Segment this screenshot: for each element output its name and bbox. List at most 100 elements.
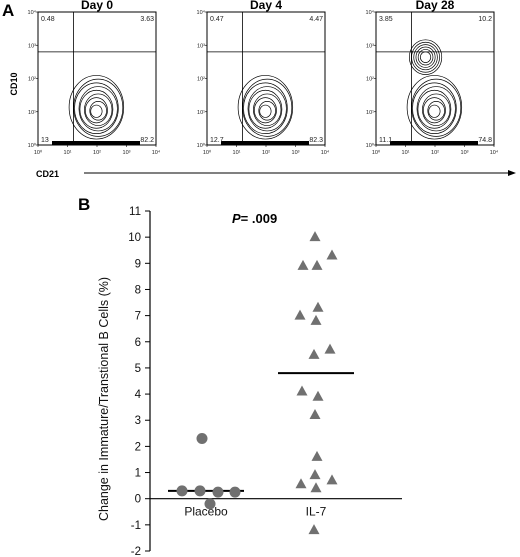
contour-line-upper — [413, 44, 438, 71]
contour-line-upper — [415, 46, 436, 68]
contour-line — [84, 97, 108, 124]
contour-group — [406, 39, 463, 140]
y-tick-label: 10⁴ — [28, 9, 37, 16]
plot-title: Day 28 — [416, 0, 455, 12]
contour-line — [258, 100, 276, 121]
data-point-triangle — [309, 231, 321, 242]
quadrant-ur-value: 10.2 — [478, 16, 492, 23]
y-tick-label: 10⁴ — [366, 9, 375, 16]
data-point-triangle — [312, 390, 324, 401]
x-tick-label: 10¹ — [233, 150, 241, 156]
quadrant-ul-value: 0.48 — [41, 16, 55, 23]
x-tick-label: 10⁴ — [152, 149, 161, 156]
x-tick-label: 10⁰ — [34, 149, 43, 156]
quadrant-lr-value: 74.8 — [478, 137, 492, 144]
panel-a-letter: A — [2, 1, 14, 20]
x-tick-label: 10³ — [461, 150, 469, 156]
data-point-triangle — [326, 474, 338, 485]
data-point-triangle — [324, 343, 336, 354]
contour-line — [416, 86, 456, 132]
cd10-axis-label: CD10 — [9, 72, 19, 95]
y-tick-label: 10⁰ — [366, 142, 375, 149]
contour-line — [406, 75, 463, 140]
quadrant-ul-value: 0.47 — [210, 16, 224, 23]
y-tick-label: 10¹ — [366, 110, 374, 116]
data-point-triangle — [308, 524, 320, 535]
x-tick-label: 10⁴ — [321, 149, 330, 156]
plot-title: Day 0 — [81, 0, 113, 12]
x-tick-label: 10² — [93, 150, 101, 156]
quadrant-ll-value: 11.1 — [379, 137, 392, 144]
y-tick-label: 10³ — [197, 43, 205, 49]
y-tick-label: -1 — [131, 520, 141, 532]
data-point-circle — [212, 486, 224, 498]
plot-frame — [206, 11, 326, 146]
contour-line — [247, 86, 287, 132]
y-tick-label: 8 — [135, 284, 141, 296]
contour-line — [68, 75, 125, 140]
p-value: = .009 — [241, 211, 278, 226]
data-point-triangle — [311, 450, 323, 461]
data-point-triangle — [309, 409, 321, 419]
x-tick-label: 10⁰ — [203, 149, 212, 156]
x-tick-label: 10² — [262, 150, 270, 156]
y-tick-label: 2 — [135, 441, 141, 453]
quadrant-ll-value: 13 — [41, 137, 49, 144]
data-point-circle — [176, 485, 188, 497]
x-tick-label: 10⁴ — [490, 149, 499, 156]
data-point-circle — [229, 486, 241, 498]
y-tick-label: 3 — [135, 415, 141, 427]
scatter-plot-area: -2 -1 0 1 2 3 4 5 6 7 8 9 10 11 Placebo IL-7 — [128, 206, 402, 557]
contour-line — [253, 93, 282, 126]
data-point-triangle — [294, 309, 306, 320]
event-baseline-band — [390, 141, 478, 145]
series-placebo — [168, 433, 244, 510]
contour-line — [74, 82, 119, 134]
contour-line — [79, 89, 114, 129]
panel-a-contour-plots: A CD10 CD21 Day 010⁰10⁰10¹10¹10²10²10³10… — [2, 0, 516, 179]
plot-title: Day 4 — [250, 0, 282, 12]
contour-line — [428, 104, 441, 118]
data-point-triangle — [309, 469, 321, 480]
data-point-triangle — [297, 259, 309, 270]
data-point-circle — [194, 485, 206, 497]
y-tick-label: 10¹ — [28, 110, 36, 116]
contour-line — [417, 89, 452, 129]
contour-line — [422, 97, 446, 124]
y-tick-label: 10² — [366, 77, 374, 83]
event-baseline-band — [221, 141, 309, 145]
plot-frame — [375, 11, 495, 146]
y-tick-label: 7 — [135, 311, 141, 323]
data-point-triangle — [312, 301, 324, 312]
x-tick-label: 10¹ — [64, 150, 72, 156]
y-tick-label: -2 — [131, 546, 141, 557]
contour-line — [78, 86, 118, 132]
cd21-axis-label: CD21 — [36, 169, 59, 179]
quadrant-ll-value: 12.7 — [210, 137, 224, 144]
data-point-triangle — [311, 259, 323, 270]
quadrant-ur-value: 3.63 — [140, 16, 154, 23]
x-tick-label: 10⁰ — [372, 149, 381, 156]
quadrant-ul-value: 3.85 — [379, 16, 393, 23]
plot-frame — [37, 11, 157, 146]
data-point-triangle — [310, 482, 322, 493]
y-tick-label: 5 — [135, 363, 141, 375]
y-tick-label: 10 — [128, 232, 141, 244]
contour-line-upper — [409, 39, 443, 75]
data-point-triangle — [326, 249, 338, 260]
data-point-circle — [196, 433, 208, 445]
p-value-label: P= .009 — [232, 211, 277, 226]
panel-b-scatter-chart: B P= .009 Change in Immature/Transtional… — [78, 195, 402, 557]
contour-line — [89, 100, 107, 121]
quadrant-ur-value: 4.47 — [309, 16, 323, 23]
contour-line — [422, 93, 451, 126]
contour-line — [412, 82, 457, 134]
x-tick-label: 10³ — [123, 150, 131, 156]
contour-line — [84, 93, 113, 126]
x-category-label: Placebo — [184, 505, 228, 519]
y-tick-label: 10² — [197, 77, 205, 83]
contour-line — [248, 89, 283, 129]
